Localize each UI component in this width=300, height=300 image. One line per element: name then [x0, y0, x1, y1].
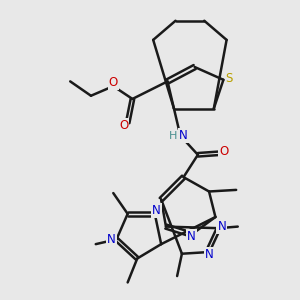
Text: N: N	[187, 230, 196, 243]
Text: N: N	[179, 129, 188, 142]
Text: N: N	[107, 233, 116, 246]
Text: H: H	[169, 130, 178, 141]
Text: O: O	[119, 119, 128, 132]
Text: O: O	[109, 76, 118, 89]
Text: N: N	[218, 220, 226, 233]
Text: O: O	[219, 145, 229, 158]
Text: S: S	[226, 72, 233, 85]
Text: N: N	[152, 204, 161, 217]
Text: N: N	[205, 248, 214, 261]
